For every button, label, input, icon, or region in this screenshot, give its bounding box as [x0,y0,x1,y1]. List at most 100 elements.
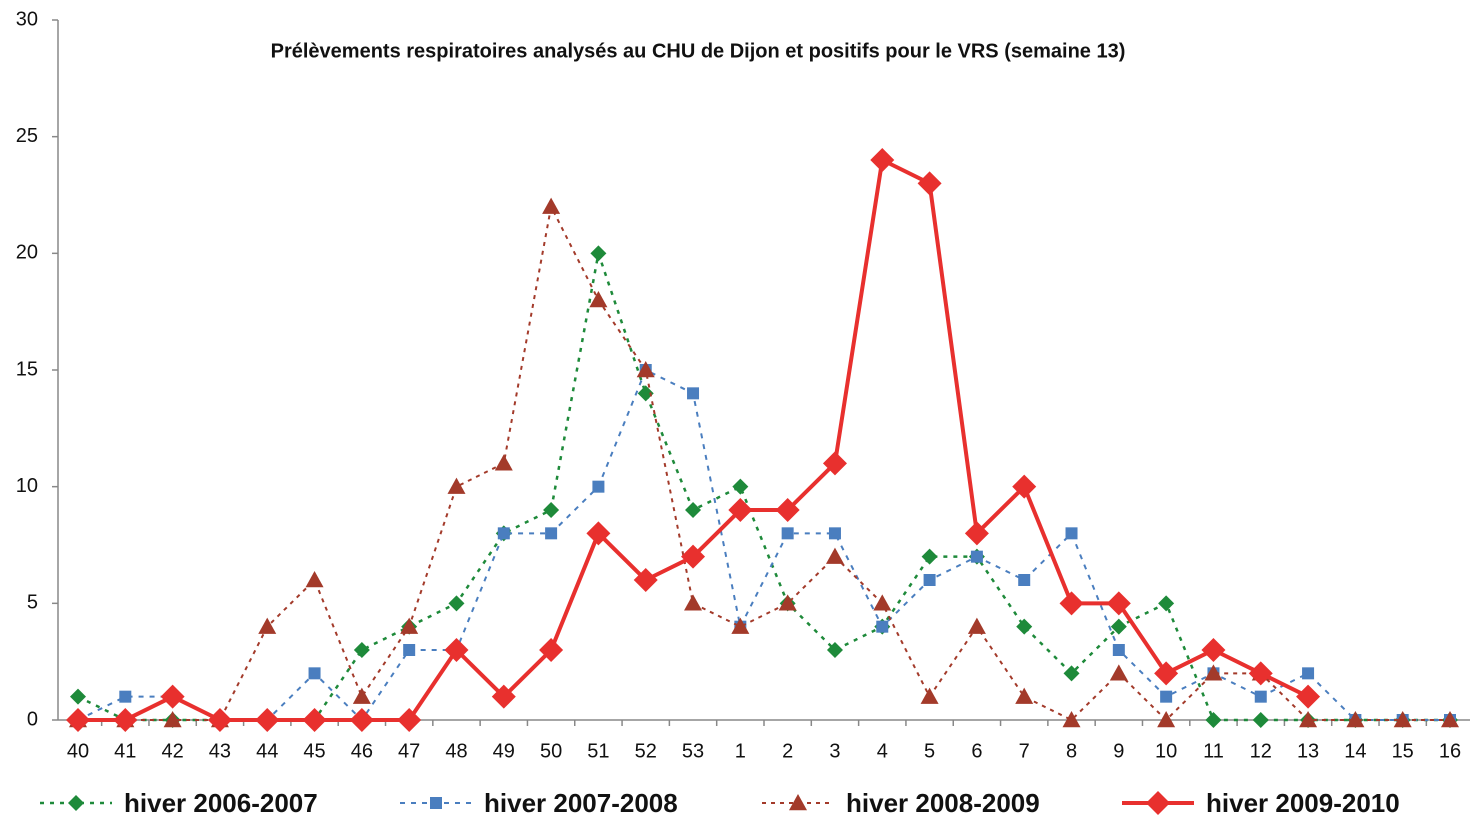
marker [1106,591,1131,616]
marker [637,385,654,402]
marker [1254,690,1267,703]
x-tick-label: 7 [1019,740,1030,762]
marker [870,148,895,172]
legend-marker [789,794,807,811]
y-tick-label: 30 [16,8,38,30]
marker [1012,474,1037,499]
marker [113,708,138,732]
y-tick-label: 10 [16,475,38,497]
marker [592,480,605,493]
x-tick-label: 47 [398,740,420,762]
marker [917,171,942,196]
x-tick-label: 49 [493,740,515,762]
marker [1441,711,1459,728]
marker [633,568,658,592]
x-tick-label: 16 [1439,740,1461,762]
x-tick-label: 14 [1344,740,1366,762]
marker [400,617,419,634]
marker [828,527,841,540]
x-tick-label: 9 [1113,740,1124,762]
y-tick-label: 0 [27,708,38,730]
x-tick-label: 52 [635,740,657,762]
marker [1109,664,1128,681]
marker [308,667,321,680]
marker [1302,667,1315,680]
x-tick-label: 40 [67,740,89,762]
x-tick-label: 4 [877,740,888,762]
marker [1299,711,1318,728]
marker [1157,711,1176,728]
x-tick-label: 48 [445,740,467,762]
legend-marker [430,797,442,809]
x-tick-label: 41 [114,740,136,762]
legend-label: hiver 2007-2008 [484,788,678,816]
marker [1059,591,1084,616]
marker [447,477,466,494]
marker [826,642,843,658]
marker [1158,595,1175,612]
marker [728,498,753,522]
x-tick-label: 12 [1250,740,1272,762]
marker [352,687,371,704]
marker [822,451,847,476]
marker [70,688,86,705]
x-tick-label: 42 [161,740,183,762]
marker [255,708,280,732]
marker [1062,711,1081,728]
series-line [77,368,1450,722]
marker [66,708,90,732]
marker [920,687,939,704]
marker [1016,618,1033,635]
marker [1015,687,1034,704]
marker [353,642,370,658]
x-tick-label: 2 [782,740,793,762]
y-tick-label: 15 [16,358,38,380]
marker [543,502,560,518]
marker [349,708,374,732]
x-tick-label: 8 [1066,740,1077,762]
marker [545,527,558,540]
marker [1252,712,1269,728]
x-tick-label: 53 [682,740,704,762]
marker [825,547,844,564]
marker [964,521,989,546]
marker [1160,690,1173,703]
marker [1063,665,1080,682]
marker [921,548,938,565]
x-tick-label: 5 [924,740,935,762]
x-tick-label: 45 [303,740,325,762]
marker [967,617,986,634]
marker [1154,661,1179,686]
marker [636,361,655,378]
x-tick-label: 51 [587,740,609,762]
marker [923,574,936,586]
marker [590,245,607,262]
marker [491,684,516,709]
x-tick-label: 1 [735,740,746,762]
marker [586,521,611,546]
marker [1110,618,1127,635]
marker [873,594,892,611]
marker [258,617,277,634]
legend-marker [68,795,84,811]
x-tick-label: 3 [829,740,840,762]
x-tick-label: 10 [1155,740,1177,762]
marker [1296,684,1321,709]
marker [1248,661,1273,686]
marker [778,594,797,611]
x-tick-label: 11 [1203,740,1224,762]
marker [207,708,232,732]
legend-label: hiver 2006-2007 [124,788,318,816]
marker [302,708,327,732]
x-tick-label: 50 [540,740,562,762]
marker [876,620,889,633]
y-tick-label: 5 [27,592,38,614]
y-tick-label: 20 [16,242,38,264]
marker [1065,527,1078,540]
marker [1201,638,1226,662]
marker [1204,664,1223,681]
marker [119,690,132,703]
marker [781,527,794,540]
x-tick-label: 15 [1392,740,1414,762]
marker [1205,712,1222,728]
